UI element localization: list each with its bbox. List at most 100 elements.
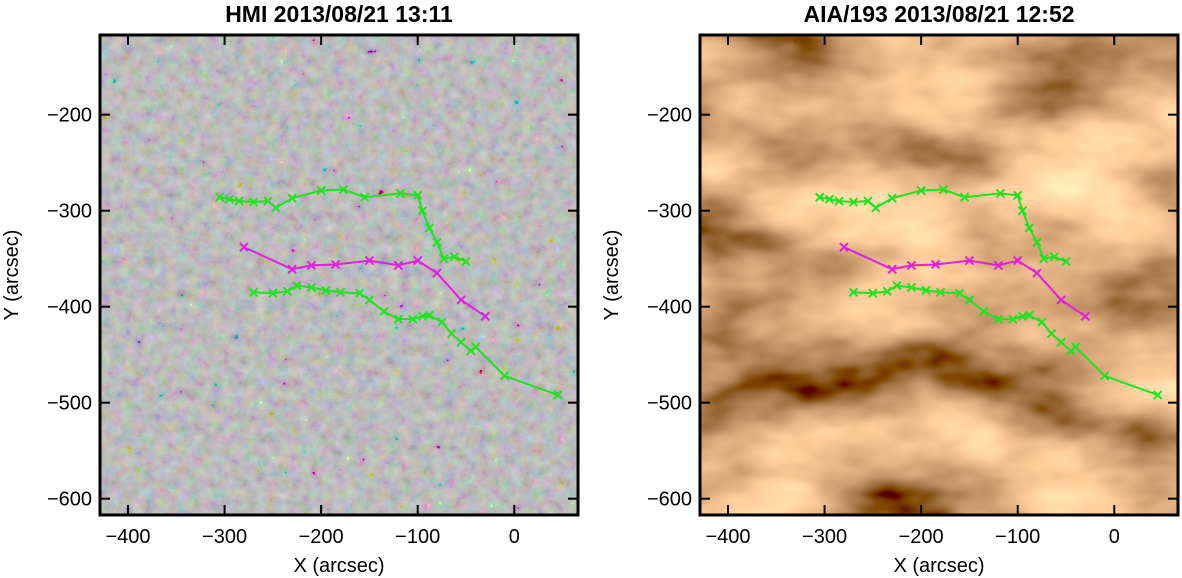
trace-marker [834, 196, 844, 206]
panel-title: HMI 2013/08/21 13:11 [225, 1, 453, 27]
trace-marker [268, 288, 278, 298]
y-axis-label: Y (arcsec) [601, 230, 623, 321]
trace-marker [1012, 190, 1023, 201]
trace-marker [248, 287, 259, 297]
trace-marker [993, 314, 1004, 324]
y-tick-label: −200 [47, 105, 92, 127]
trace-marker [955, 288, 965, 298]
trace-marker [412, 190, 423, 201]
y-tick-label: −300 [647, 201, 692, 223]
x-tick-label: −100 [395, 526, 440, 548]
x-tick-label: −200 [899, 526, 944, 548]
trace-marker [359, 192, 370, 202]
trace-marker [995, 188, 1006, 199]
trace-line [219, 188, 467, 263]
trace-marker [480, 311, 491, 321]
trace-marker [993, 260, 1004, 271]
trace-marker [887, 193, 897, 203]
trace-marker [446, 328, 457, 339]
x-tick-label: −300 [802, 526, 847, 548]
trace-marker [1056, 337, 1066, 347]
trace-marker [271, 203, 281, 213]
trace-marker [321, 285, 331, 296]
x-tick-label: −200 [299, 526, 344, 548]
y-tick-label: −500 [47, 393, 92, 415]
panel: HMI 2013/08/21 13:11 X (arcsec) Y (arcsec)… [1, 1, 580, 577]
trace-marker [959, 192, 970, 202]
trace-marker [393, 260, 404, 271]
trace-marker [1056, 295, 1066, 305]
trace-marker [499, 371, 510, 381]
trace-marker [1008, 314, 1018, 324]
trace-marker [412, 255, 423, 266]
plot-frame [98, 33, 580, 517]
trace-marker [1032, 237, 1042, 248]
trace-marker [215, 192, 225, 202]
trace-marker [1080, 311, 1091, 321]
trace-marker [306, 282, 317, 293]
trace-marker [1046, 328, 1057, 339]
trace-marker [1024, 310, 1034, 321]
trace-marker [906, 260, 917, 271]
trace-marker [456, 295, 466, 305]
trace-marker [287, 264, 297, 274]
trace-marker [839, 242, 849, 252]
trace-marker [938, 184, 949, 195]
trace-marker [921, 285, 931, 296]
trace-marker [439, 253, 449, 264]
trace-marker [848, 197, 859, 207]
x-tick-label: 0 [509, 526, 520, 548]
trace-marker [935, 287, 946, 297]
trace-marker [553, 390, 563, 400]
panel-title: AIA/193 2013/08/21 12:52 [803, 1, 1074, 27]
trace-marker [306, 260, 317, 271]
y-tick-label: −200 [647, 105, 692, 127]
trace-marker [287, 193, 297, 203]
trace-marker [456, 337, 466, 347]
trace-marker [815, 192, 825, 202]
trace-marker [882, 286, 893, 297]
x-tick-label: −100 [995, 526, 1040, 548]
trace-marker [979, 306, 989, 317]
trace-marker [417, 205, 428, 216]
trace-marker [395, 188, 406, 199]
trace-marker [224, 194, 235, 204]
plot-frame [698, 33, 1180, 517]
trace-marker [393, 314, 404, 324]
trace-marker [916, 185, 926, 196]
trace-marker [316, 185, 326, 196]
trace-marker [424, 223, 434, 233]
trace-marker [1049, 252, 1060, 262]
y-tick-label: −500 [647, 393, 692, 415]
trace-marker [263, 196, 273, 206]
trace-marker [964, 255, 975, 266]
x-tick-label: −400 [705, 526, 750, 548]
trace-marker [248, 197, 259, 207]
trace-marker [461, 256, 471, 267]
trace-marker [432, 237, 442, 248]
y-tick-label: −400 [47, 297, 92, 319]
y-tick-label: −600 [47, 489, 92, 511]
trace-marker [906, 282, 917, 293]
trace-marker [1099, 371, 1110, 381]
trace-marker [364, 295, 375, 305]
trace-marker [292, 280, 302, 291]
trace-marker [1037, 317, 1047, 327]
trace-marker [408, 314, 418, 324]
trace-marker [848, 287, 859, 297]
background-image [100, 35, 578, 515]
trace-line [243, 246, 486, 318]
background-image [700, 35, 1178, 515]
trace-marker [355, 288, 365, 298]
x-tick-label: −300 [202, 526, 247, 548]
trace-marker [964, 295, 975, 305]
y-tick-label: −400 [647, 297, 692, 319]
trace-marker [335, 287, 346, 297]
trace-marker [930, 259, 941, 270]
trace-line [819, 188, 1067, 263]
trace-marker [424, 310, 434, 321]
trace-marker [1012, 255, 1023, 266]
x-axis-label: X (arcsec) [893, 555, 984, 577]
trace-marker [1039, 253, 1049, 264]
trace-marker [824, 194, 835, 204]
